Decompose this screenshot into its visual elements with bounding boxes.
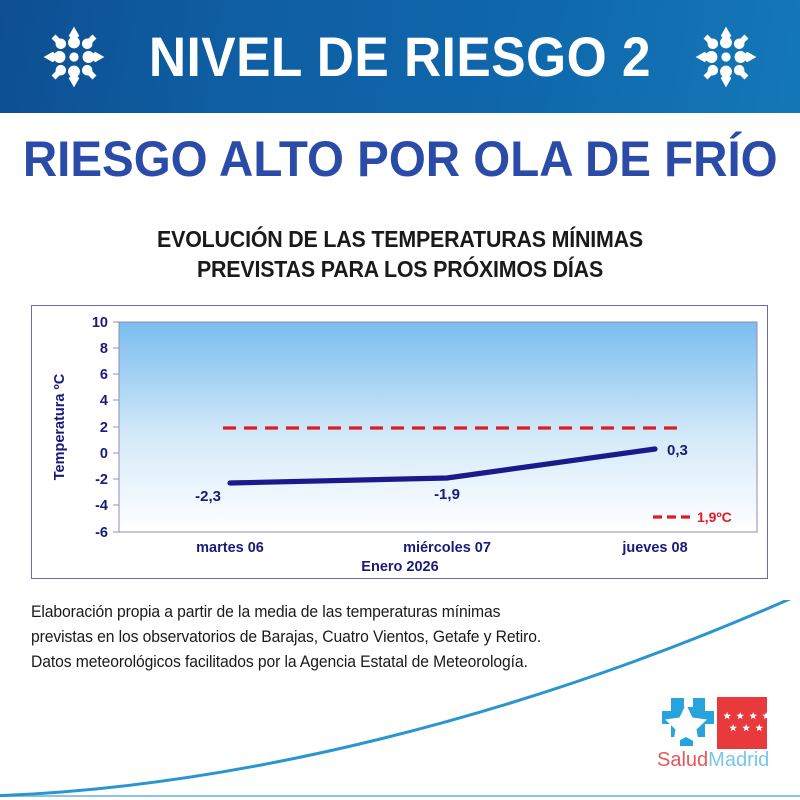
header-band: NIVEL DE RIESGO 2: [0, 0, 800, 113]
footnote: Elaboración propia a partir de la media …: [31, 600, 582, 675]
ytick-0: 0: [100, 446, 108, 462]
temperature-line-chart: 10 8 6 4 2 0 -2 -4 -6 Temperatura ºC -2,…: [52, 315, 758, 575]
logo-marks: [657, 694, 771, 752]
legend-label-threshold: 1,9ºC: [697, 509, 732, 525]
data-point-labels: -2,3 -1,9 0,3: [195, 442, 688, 505]
chart-title: EVOLUCIÓN DE LAS TEMPERATURAS MÍNIMAS PR…: [28, 224, 772, 285]
footnote-line2: previstas en los observatorios de Baraja…: [31, 628, 542, 647]
chart-title-line1: EVOLUCIÓN DE LAS TEMPERATURAS MÍNIMAS: [157, 226, 643, 252]
footnote-line3: Datos meteorológicos facilitados por la …: [31, 653, 528, 672]
x-axis-tick-labels: martes 06 miércoles 07 jueves 08: [196, 540, 688, 556]
logo-word-madrid: Madrid: [708, 749, 770, 771]
madrid-flag-icon: [717, 697, 771, 749]
ytick-10: 10: [92, 315, 108, 331]
ytick-2: 2: [100, 420, 108, 436]
footnote-line1: Elaboración propia a partir de la media …: [31, 603, 501, 621]
salud-madrid-logo: SaludMadrid: [657, 694, 771, 780]
bottom-rule: [0, 795, 800, 797]
snowflake-icon-right: [695, 26, 757, 87]
ytick-m2: -2: [95, 472, 108, 488]
y-axis-ticks: [113, 321, 119, 533]
chart-title-line2: PREVISTAS PARA LOS PRÓXIMOS DÍAS: [196, 256, 604, 283]
point-label-jueves: 0,3: [667, 442, 688, 459]
madrid-stars: [723, 711, 771, 732]
xtick-martes: martes 06: [196, 540, 264, 556]
ytick-4: 4: [100, 393, 108, 409]
logo-word-salud: Salud: [657, 749, 709, 771]
header-title: NIVEL DE RIESGO 2: [148, 24, 652, 88]
logo-wordmark: SaludMadrid: [657, 749, 770, 771]
x-axis-title: Enero 2026: [361, 559, 438, 575]
temperature-series-line: [227, 446, 658, 486]
point-label-miercoles: -1,9: [434, 486, 460, 503]
xtick-miercoles: miércoles 07: [403, 540, 491, 556]
ytick-m6: -6: [95, 525, 108, 541]
snowflake-icon-left: [43, 26, 105, 87]
xtick-jueves: jueves 08: [621, 540, 687, 556]
subtitle-text: RIESGO ALTO POR OLA DE FRÍO: [22, 131, 778, 187]
subtitle-container: RIESGO ALTO POR OLA DE FRÍO: [0, 118, 800, 200]
y-axis-tick-labels: 10 8 6 4 2 0 -2 -4 -6: [92, 315, 108, 541]
chart-legend: 1,9ºC: [653, 509, 732, 525]
salud-star-icon: [662, 698, 714, 746]
y-axis-title: Temperatura ºC: [52, 373, 68, 480]
ytick-6: 6: [100, 367, 108, 383]
ytick-8: 8: [100, 341, 108, 357]
point-label-martes: -2,3: [195, 488, 221, 505]
ytick-m4: -4: [95, 498, 108, 514]
